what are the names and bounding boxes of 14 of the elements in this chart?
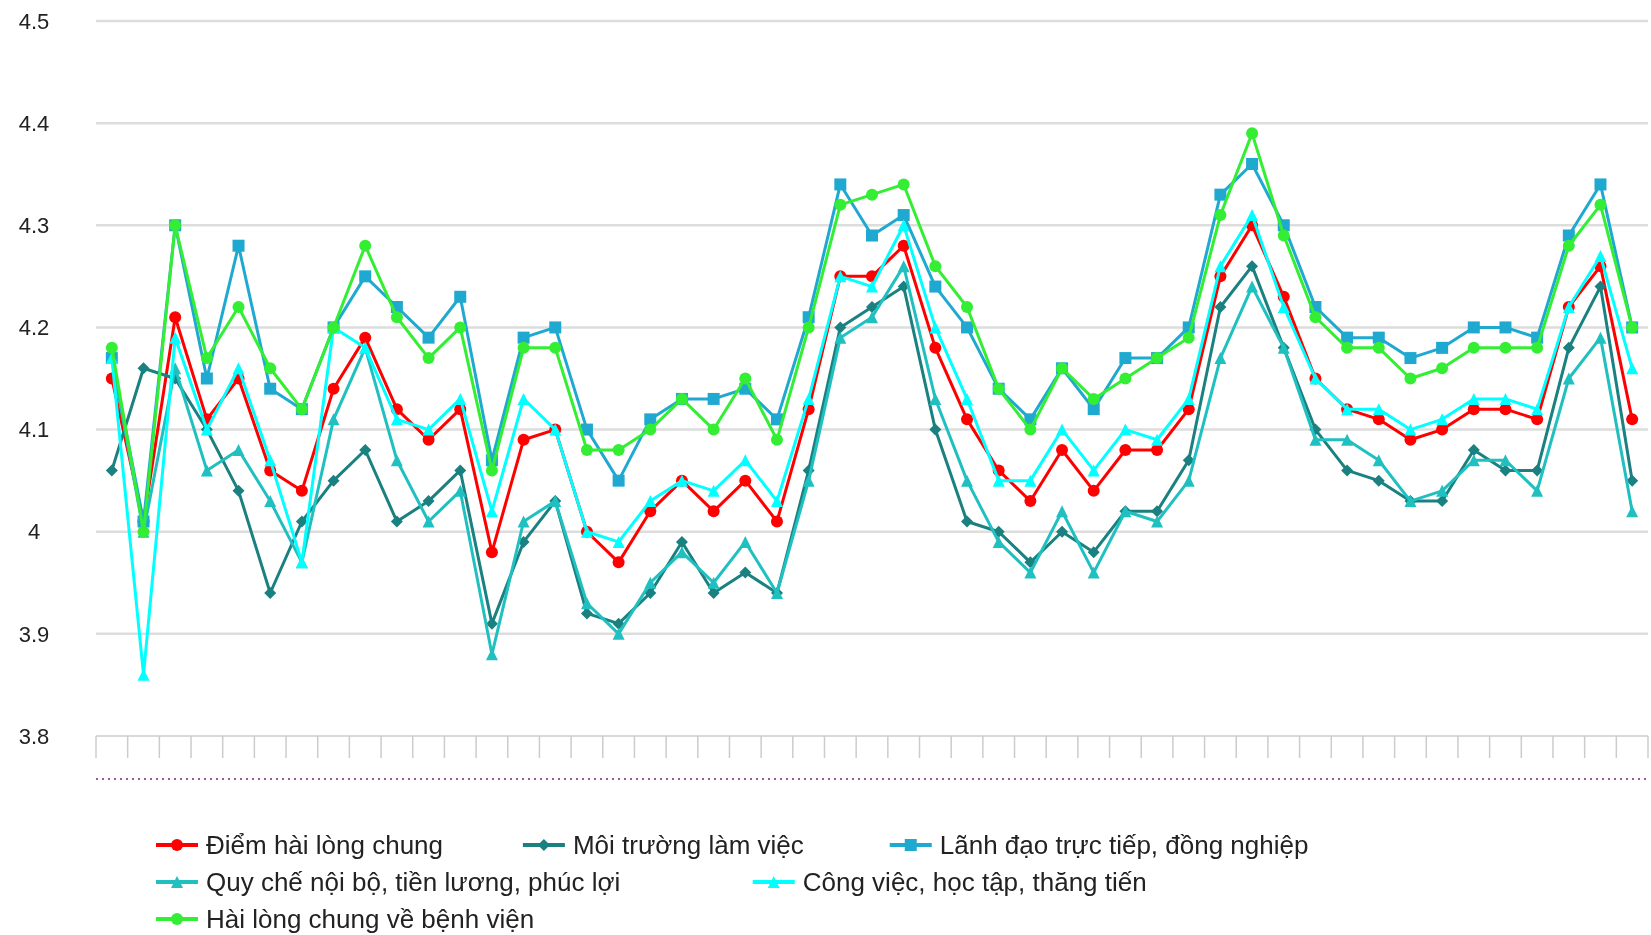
- legend-label: Điểm hài lòng chung: [206, 830, 444, 861]
- y-tick-label: 4.3: [18, 212, 50, 238]
- legend-label: Công việc, học tập, thăng tiến: [802, 867, 1147, 898]
- y-tick-label: 3.8: [18, 723, 50, 749]
- y-tick-label: 4.1: [18, 417, 50, 443]
- legend-label: Lãnh đạo trực tiếp, đồng nghiệp: [939, 830, 1309, 861]
- y-tick-label: 3.9: [18, 621, 50, 647]
- y-tick-label: 4.2: [18, 315, 50, 341]
- legend-label: Hài lòng chung về bệnh viện: [206, 904, 535, 935]
- y-tick-label: 4: [27, 519, 41, 545]
- y-tick-label: 4.5: [18, 8, 50, 34]
- legend-label: Môi trường làm việc: [572, 830, 804, 861]
- legend-label: Quy chế nội bộ, tiền lương, phúc lợi: [206, 867, 621, 898]
- y-tick-label: 4.4: [18, 110, 50, 136]
